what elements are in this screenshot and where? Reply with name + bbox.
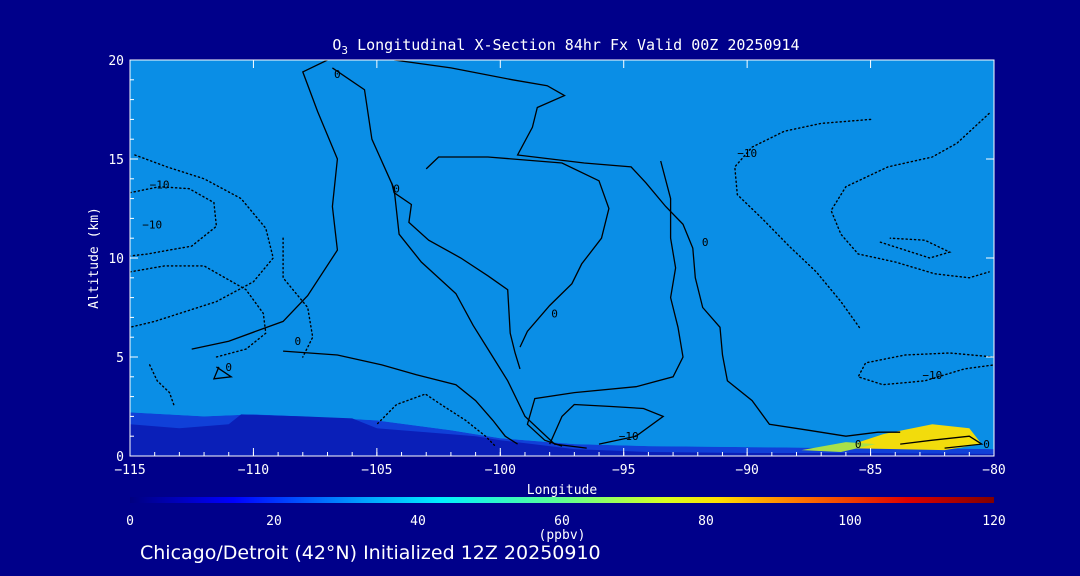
- x-axis-label: Longitude: [527, 483, 598, 498]
- surface-terrain: [130, 414, 994, 456]
- contour-minus10-14: [149, 364, 176, 408]
- y-tick-label: 20: [108, 54, 124, 69]
- field-band-blue-boundary-layer: [130, 60, 994, 450]
- contour-zero-7: [212, 366, 234, 380]
- y-tick-label: 0: [116, 450, 124, 465]
- contour-zero-8: [900, 435, 984, 449]
- contour-minus10-9: [549, 403, 665, 445]
- contour-minus10-19: [425, 393, 496, 447]
- contour-label-2: 0: [551, 307, 558, 320]
- chart-title: O3 Longitudinal X-Section 84hr Fx Valid …: [332, 36, 799, 57]
- contour-label-3: 0: [702, 236, 709, 249]
- x-tick-label: −85: [859, 463, 882, 478]
- contour-lines: [130, 60, 994, 449]
- contour-minus10-10: [130, 154, 274, 328]
- x-tick-label: −105: [361, 463, 392, 478]
- x-tick-label: −110: [238, 463, 269, 478]
- ozone-field: [130, 60, 994, 456]
- colorbar-tick-label: 100: [838, 514, 861, 529]
- contour-label-11: −10: [619, 430, 639, 443]
- contour-label-8: −10: [737, 147, 757, 160]
- contour-label-7: 0: [983, 438, 990, 451]
- contour-minus10-12: [130, 265, 267, 358]
- colorbar: [130, 497, 994, 503]
- colorbar-unit-label: (ppbv): [539, 528, 586, 543]
- footer-caption: Chicago/Detroit (42°N) Initialized 12Z 2…: [140, 542, 601, 564]
- contour-label-0: 0: [334, 68, 341, 81]
- contour-label-1: 0: [393, 183, 400, 196]
- contour-label-9: −10: [150, 179, 170, 192]
- colorbar-tick-label: 40: [410, 514, 426, 529]
- y-tick-label: 10: [108, 252, 124, 267]
- contour-zero-0: [191, 60, 339, 350]
- x-tick-label: −90: [735, 463, 758, 478]
- contour-zero-3: [425, 156, 610, 348]
- y-axis-label: Altitude (km): [87, 207, 102, 309]
- contour-labels: 0 0 0 0 0 0 0 0 −10 −10 −10 −10 −10: [142, 68, 990, 451]
- colorbar-tick-label: 120: [982, 514, 1005, 529]
- contour-label-10: −10: [142, 218, 162, 231]
- contour-minus10-15: [734, 118, 872, 330]
- y-tick-label: 15: [108, 153, 124, 168]
- contour-zero-5: [526, 160, 684, 447]
- colorbar-tick-label: 80: [698, 514, 714, 529]
- contour-minus10-18: [857, 352, 994, 386]
- contour-minus10-20: [376, 393, 425, 425]
- contour-label-4: 0: [295, 335, 302, 348]
- contour-minus10-16: [830, 112, 990, 279]
- contour-zero-1: [332, 67, 587, 449]
- surface-patch-1: [801, 442, 876, 452]
- colorbar-tick-label: 60: [554, 514, 570, 529]
- contour-zero-2: [394, 60, 901, 437]
- contour-zero-4: [391, 182, 521, 370]
- colorbar-tick-label: 20: [266, 514, 282, 529]
- contour-label-12: −10: [922, 369, 942, 382]
- x-tick-label: −115: [114, 463, 145, 478]
- surface-patch-0: [840, 424, 982, 451]
- colorbar-tick-label: 0: [126, 514, 134, 529]
- contour-minus10-17: [879, 237, 952, 259]
- contour-label-6: 0: [855, 438, 862, 451]
- x-tick-label: −95: [612, 463, 635, 478]
- contour-minus10-13: [282, 237, 314, 358]
- contour-minus10-11: [130, 185, 218, 257]
- y-tick-label: 5: [116, 351, 124, 366]
- x-tick-label: −100: [485, 463, 516, 478]
- x-tick-label: −80: [982, 463, 1005, 478]
- contour-zero-6: [283, 350, 518, 445]
- contour-label-5: 0: [225, 361, 232, 374]
- colorbar-ticks: 0 20 40 60 80 100 120: [126, 514, 1006, 529]
